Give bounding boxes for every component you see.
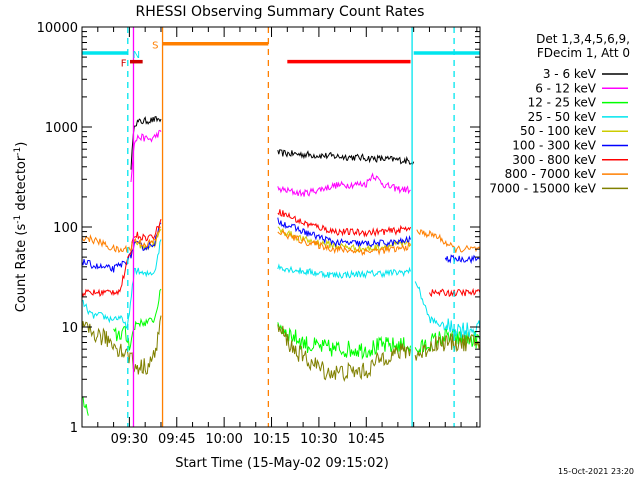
legend-header-2: FDecim 1, Att 0 <box>537 46 630 60</box>
series-4-segment-1 <box>81 239 162 330</box>
series-4-segment-3 <box>414 281 481 338</box>
series-9-segment-3 <box>414 333 481 361</box>
series-6-segment-2 <box>277 217 411 248</box>
x-axis-label: Start Time (15-May-02 09:15:02) <box>175 456 389 471</box>
legend-label-3: 12 - 25 keV <box>528 96 597 110</box>
legend-label-2: 6 - 12 keV <box>535 81 597 95</box>
series-3-segment-3 <box>277 322 411 360</box>
series-8-segment-2 <box>277 229 411 257</box>
legend-label-4: 25 - 50 keV <box>528 110 597 124</box>
series-2-segment-1 <box>130 129 162 183</box>
x-tick-label: 09:45 <box>158 432 195 447</box>
series-3-segment-2 <box>113 288 162 351</box>
legend-label-7: 300 - 800 keV <box>512 153 596 167</box>
y-tick-label: 100 <box>53 221 78 236</box>
x-tick-label: 10:45 <box>348 432 385 447</box>
plot-area: FN S <box>81 27 481 427</box>
series-1-segment-1 <box>130 116 162 170</box>
y-axis-label: Count Rate (s-1 detector-1) <box>13 142 29 313</box>
x-tick-label: 10:30 <box>300 432 337 447</box>
y-tick-label: 10000 <box>37 21 78 36</box>
series-6-segment-3 <box>444 254 481 265</box>
series-1-segment-2 <box>277 149 415 165</box>
x-tick-label: 09:30 <box>111 432 148 447</box>
y-tick-label: 10 <box>61 321 78 336</box>
series-7-segment-1 <box>81 218 162 298</box>
series-3-segment-4 <box>414 328 481 356</box>
series-2-segment-2 <box>277 172 411 198</box>
legend: Det 1,3,4,5,6,9, FDecim 1, Att 0 3 - 6 k… <box>489 32 630 195</box>
series-8-segment-1 <box>81 226 162 254</box>
chart-title: RHESSI Observing Summary Count Rates <box>136 4 425 20</box>
series-4-segment-2 <box>277 263 411 279</box>
series-8-segment-3 <box>416 229 481 253</box>
series-7-segment-2 <box>277 209 411 238</box>
y-axis: 1 10 100 1000 10000 <box>37 21 480 436</box>
flag-label-s: S <box>152 41 158 52</box>
y-tick-label: 1000 <box>45 121 78 136</box>
series-5-segment-1 <box>130 228 162 259</box>
legend-label-6: 100 - 300 keV <box>512 139 596 153</box>
generation-timestamp: 15-Oct-2021 23:20 <box>558 467 634 476</box>
flag-label-n: N <box>133 50 140 61</box>
x-axis: 09:30 09:45 10:00 10:15 10:30 10:45 <box>97 27 478 447</box>
legend-label-5: 50 - 100 keV <box>520 124 597 138</box>
legend-label-9: 7000 - 15000 keV <box>489 181 596 195</box>
series-9-segment-1 <box>81 315 162 375</box>
legend-header-1: Det 1,3,4,5,6,9, <box>536 32 630 46</box>
y-tick-label: 1 <box>70 421 78 436</box>
x-tick-label: 10:00 <box>205 432 242 447</box>
legend-label-1: 3 - 6 keV <box>543 67 597 81</box>
x-tick-label: 10:15 <box>253 432 290 447</box>
legend-label-8: 800 - 7000 keV <box>505 167 597 181</box>
flag-label-f: F <box>121 59 127 70</box>
series-9-segment-2 <box>277 324 411 382</box>
series-3-segment-1 <box>81 396 89 416</box>
